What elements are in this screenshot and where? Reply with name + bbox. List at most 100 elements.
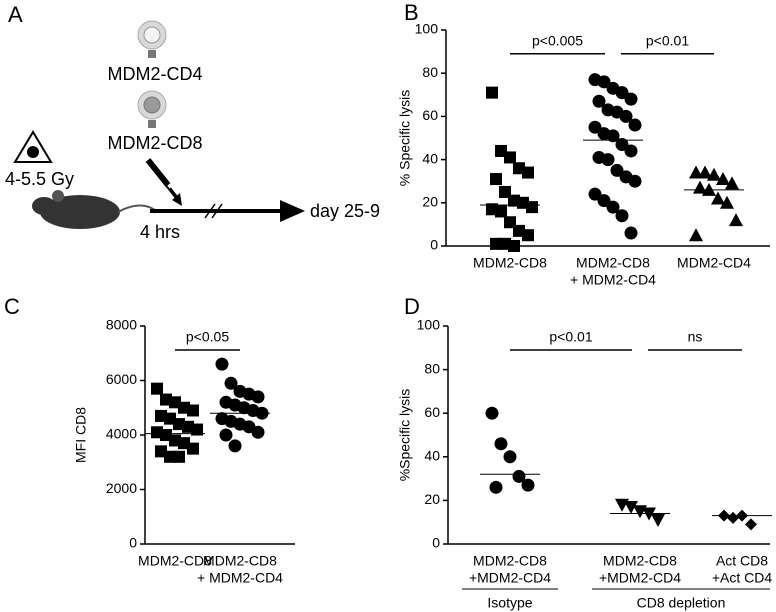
x-tick-label: + MDM2-CD4	[570, 272, 656, 288]
y-tick-label: 0	[430, 237, 438, 253]
cell-icon	[137, 90, 167, 128]
y-tick-label: 0	[432, 535, 440, 551]
point	[727, 511, 739, 524]
significance-label: p<0.05	[186, 329, 229, 345]
break-mark	[204, 203, 216, 219]
y-tick-label: 100	[415, 21, 439, 37]
point	[745, 518, 757, 531]
point	[689, 165, 703, 179]
point	[610, 163, 624, 177]
point	[615, 86, 629, 100]
point	[151, 382, 163, 395]
x-tick-label: + MDM2-CD4	[197, 570, 283, 586]
point	[628, 174, 642, 188]
y-axis-label: % Specific lysis	[397, 90, 413, 186]
point	[606, 200, 620, 214]
significance-label: p<0.01	[646, 32, 689, 48]
point	[219, 428, 233, 442]
x-tick-label: MDM2-CD8	[473, 255, 547, 271]
point	[588, 187, 602, 201]
point	[707, 167, 721, 181]
point	[490, 173, 502, 186]
point	[522, 229, 534, 242]
group-label: CD8 depletion	[637, 595, 726, 611]
x-tick-label: MDM2-CD8	[138, 553, 212, 569]
significance-label: ns	[688, 329, 703, 345]
y-tick-label: 80	[422, 64, 438, 80]
point	[215, 357, 229, 371]
group-label: Isotype	[487, 595, 532, 611]
point	[725, 176, 739, 190]
point	[191, 423, 203, 436]
point	[224, 376, 238, 390]
point	[597, 75, 611, 89]
point	[228, 439, 242, 453]
point	[508, 240, 520, 252]
y-axis-label: %Specific lysis	[397, 389, 413, 482]
point	[693, 180, 707, 194]
point	[619, 109, 633, 123]
x-tick-label: MDM2-CD8	[473, 553, 547, 569]
x-tick-label: MDM2-CD8	[576, 255, 650, 271]
y-tick-label: 6000	[106, 371, 137, 387]
point	[521, 478, 535, 492]
x-tick-label: Act CD8	[716, 553, 768, 569]
mouse-icon	[32, 190, 156, 229]
point	[615, 137, 629, 151]
cell-label: MDM2-CD4	[107, 64, 202, 84]
point	[251, 390, 265, 404]
point	[711, 191, 725, 205]
panel-a: A MDM2-CD4 MDM2-CD8 4-5.5 Gy	[5, 2, 380, 242]
point	[689, 228, 703, 242]
point	[512, 469, 526, 483]
y-tick-label: 0	[129, 535, 137, 551]
y-tick-label: 8000	[106, 317, 137, 333]
point	[624, 226, 638, 240]
cell-icon	[137, 20, 167, 58]
point	[526, 201, 538, 214]
point	[624, 144, 638, 158]
point	[698, 165, 712, 179]
significance-label: p<0.01	[549, 329, 592, 345]
x-tick-label: +MDM2-CD4	[599, 570, 681, 586]
point	[494, 437, 508, 451]
dose-label: 4-5.5 Gy	[5, 169, 74, 189]
point	[495, 205, 507, 218]
point	[720, 195, 734, 209]
point	[716, 172, 730, 186]
y-tick-label: 80	[424, 360, 440, 376]
panel-letter: B	[404, 0, 419, 25]
y-tick-label: 4000	[106, 426, 137, 442]
point	[615, 209, 629, 223]
point	[624, 500, 638, 514]
point	[504, 151, 516, 164]
point	[485, 406, 499, 420]
panel-letter: D	[404, 294, 420, 319]
x-tick-label: +MDM2-CD4	[469, 570, 551, 586]
point	[187, 442, 199, 455]
time-label: 4 hrs	[140, 222, 180, 242]
y-tick-label: 60	[422, 107, 438, 123]
end-label: day 25-9	[310, 201, 380, 221]
y-tick-label: 60	[424, 404, 440, 420]
x-tick-label: MDM2-CD8	[203, 553, 277, 569]
point	[522, 166, 534, 179]
radiation-icon	[13, 130, 53, 163]
x-tick-label: +Act CD4	[712, 570, 773, 586]
timeline-head	[280, 200, 305, 222]
point	[486, 86, 498, 99]
point	[592, 94, 606, 108]
point	[601, 153, 615, 167]
panel-letter: C	[4, 294, 20, 319]
point	[489, 480, 503, 494]
point	[606, 129, 620, 143]
x-tick-label: MDM2-CD4	[677, 255, 751, 271]
break-mark	[211, 203, 223, 219]
y-tick-label: 2000	[106, 480, 137, 496]
point	[503, 450, 517, 464]
point	[187, 404, 199, 417]
x-tick-label: MDM2-CD8	[603, 553, 677, 569]
y-axis-label: MFI CD8	[73, 407, 89, 463]
y-tick-label: 40	[424, 448, 440, 464]
